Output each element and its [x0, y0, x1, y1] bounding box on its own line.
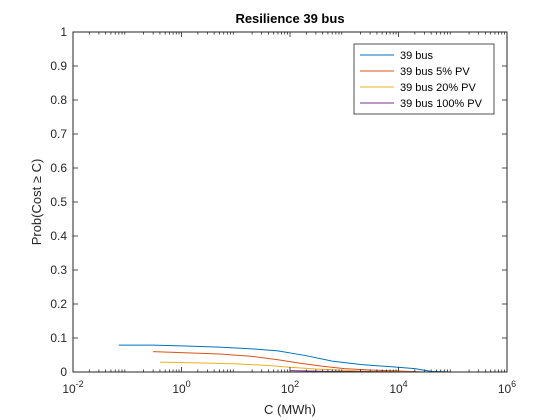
x-tick-base: 10	[498, 382, 512, 396]
x-tick-label: 106	[498, 379, 516, 396]
y-tick-label: 0.7	[50, 127, 67, 141]
legend-entries: 39 bus 39 bus 5% PV 39 bus 20% PV 39 bus 10…	[360, 50, 483, 110]
x-tick-exponent: 4	[403, 379, 408, 389]
series-line-2	[153, 351, 425, 373]
x-tick-exponent: -2	[76, 379, 84, 389]
y-tick-label: 0.6	[50, 161, 67, 175]
y-axis-label: Prob(Cost ≥ C)	[29, 159, 44, 246]
y-tick-label: 0.5	[50, 195, 67, 209]
x-tick-base: 10	[281, 382, 295, 396]
legend-label: 39 bus 5% PV	[400, 66, 470, 78]
x-tick-base: 10	[172, 382, 186, 396]
y-tick-label: 0	[60, 365, 67, 379]
x-tick-base: 10	[62, 382, 76, 396]
x-axis-label: C (MWh)	[264, 402, 316, 417]
x-tick-label: 102	[281, 379, 299, 396]
x-ticks: 10-2 100 102 104 106	[62, 32, 516, 396]
legend-label: 39 bus 100% PV	[400, 98, 483, 110]
x-tick-exponent: 6	[511, 379, 516, 389]
chart-title: Resilience 39 bus	[235, 11, 344, 26]
series-layer	[118, 344, 453, 373]
legend: 39 bus 39 bus 5% PV 39 bus 20% PV 39 bus 10…	[353, 43, 495, 115]
x-tick-base: 10	[389, 382, 403, 396]
series-line-1	[118, 344, 453, 373]
legend-label: 39 bus	[400, 50, 434, 62]
x-tick-label: 100	[172, 379, 190, 396]
x-tick-label: 10-2	[62, 379, 83, 396]
y-tick-label: 0.3	[50, 263, 67, 277]
y-tick-label: 0.8	[50, 93, 67, 107]
x-tick-exponent: 2	[294, 379, 299, 389]
y-tick-label: 0.2	[50, 297, 67, 311]
y-tick-label: 0.1	[50, 331, 67, 345]
x-tick-label: 104	[389, 379, 407, 396]
y-tick-label: 0.9	[50, 59, 67, 73]
y-tick-label: 1	[60, 25, 67, 39]
y-tick-label: 0.4	[50, 229, 67, 243]
legend-box	[353, 43, 495, 115]
legend-label: 39 bus 20% PV	[400, 82, 476, 94]
x-tick-exponent: 0	[186, 379, 191, 389]
y-ticks: 0 0.1 0.2 0.3 0.4 0.5 0.6 0.7 0.8 0.9 1	[50, 25, 507, 379]
